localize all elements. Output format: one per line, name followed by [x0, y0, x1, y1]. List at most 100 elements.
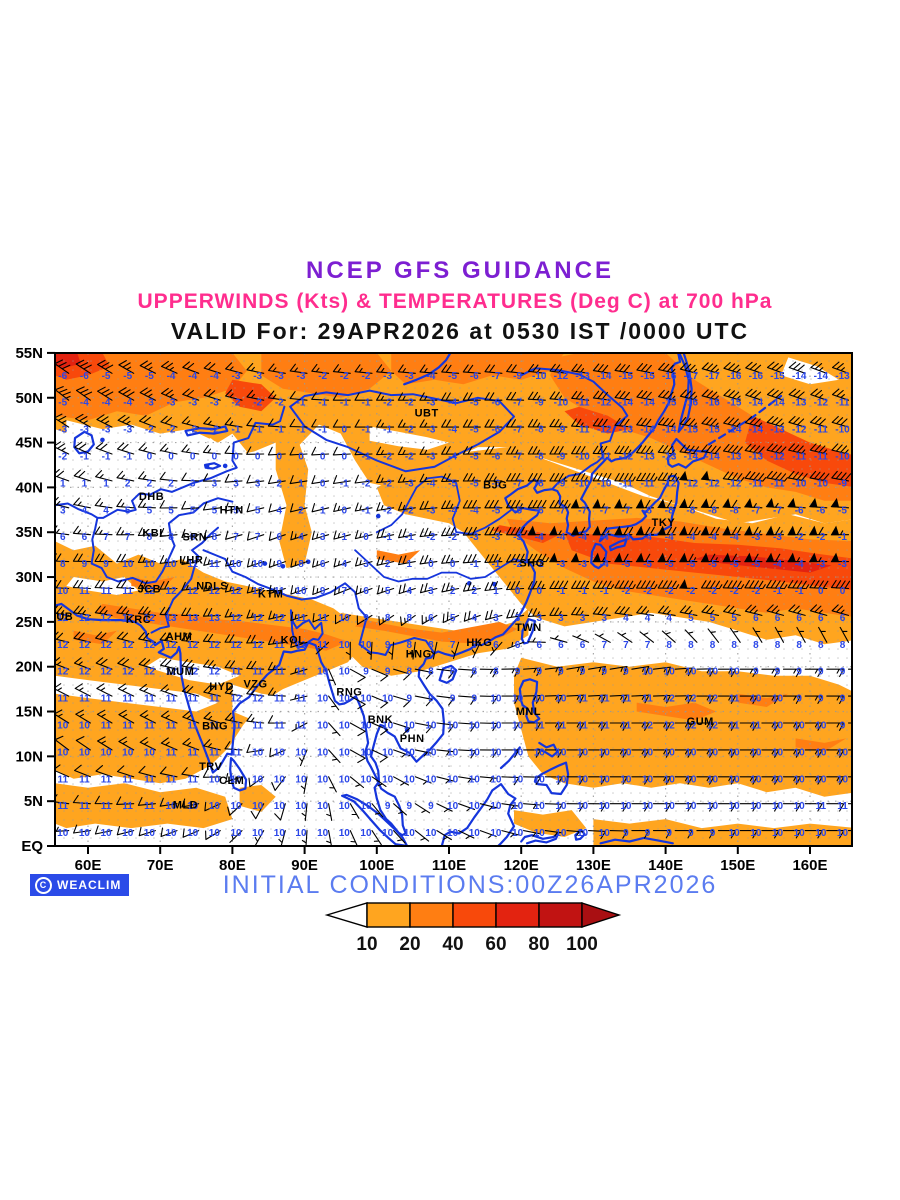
- svg-text:4: 4: [103, 505, 109, 516]
- svg-text:10: 10: [144, 828, 156, 839]
- svg-text:0: 0: [233, 452, 239, 463]
- svg-text:-13: -13: [619, 425, 634, 436]
- svg-text:10: 10: [425, 747, 437, 758]
- svg-text:2: 2: [147, 478, 153, 489]
- svg-text:-13: -13: [727, 452, 742, 463]
- svg-text:7: 7: [623, 640, 629, 651]
- svg-text:100E: 100E: [359, 857, 394, 874]
- svg-text:10: 10: [490, 774, 502, 785]
- svg-text:-2: -2: [58, 452, 67, 463]
- svg-text:-11: -11: [619, 478, 633, 489]
- svg-text:11: 11: [231, 667, 242, 678]
- svg-text:12: 12: [664, 694, 676, 705]
- svg-text:6: 6: [82, 532, 88, 543]
- svg-text:10: 10: [707, 774, 719, 785]
- svg-text:EQ: EQ: [21, 838, 43, 855]
- svg-text:6: 6: [818, 613, 824, 624]
- svg-text:11: 11: [57, 801, 68, 812]
- svg-text:10: 10: [230, 774, 242, 785]
- svg-text:-14: -14: [749, 398, 764, 409]
- svg-text:10: 10: [274, 747, 286, 758]
- weather-map: 10 10 10 10 10 10 10 10 10 10 10 10 10 10 10 10 10 10 10 10…: [15, 345, 853, 874]
- svg-text:10: 10: [252, 801, 264, 812]
- colorbar-segment: [452, 902, 497, 928]
- svg-text:11: 11: [317, 613, 328, 624]
- svg-text:10: 10: [339, 720, 351, 731]
- svg-text:-2: -2: [686, 586, 695, 597]
- svg-text:-2: -2: [448, 532, 457, 543]
- svg-text:0: 0: [363, 532, 369, 543]
- svg-text:8: 8: [753, 640, 759, 651]
- svg-text:-10: -10: [532, 371, 547, 382]
- svg-text:-3: -3: [556, 559, 565, 570]
- svg-text:-5: -5: [470, 478, 479, 489]
- wind-speed-colorbar: 10 20 40 60 80 100: [324, 902, 622, 955]
- svg-text:6: 6: [840, 613, 846, 624]
- svg-text:2: 2: [298, 505, 304, 516]
- svg-text:-2: -2: [275, 398, 284, 409]
- svg-text:-10: -10: [814, 478, 829, 489]
- svg-text:10: 10: [729, 828, 741, 839]
- svg-text:11: 11: [274, 667, 285, 678]
- svg-text:-11: -11: [814, 425, 828, 436]
- svg-text:150E: 150E: [720, 857, 755, 874]
- svg-text:-3: -3: [426, 425, 435, 436]
- svg-text:-6: -6: [80, 371, 89, 382]
- colorbar-left-arrow: [324, 902, 368, 928]
- svg-text:9: 9: [363, 613, 369, 624]
- svg-text:6: 6: [428, 613, 434, 624]
- svg-text:-5: -5: [621, 559, 630, 570]
- station-label-lhr: LHR: [179, 555, 203, 567]
- svg-text:-2: -2: [210, 425, 219, 436]
- svg-text:2: 2: [471, 586, 477, 597]
- svg-text:10: 10: [599, 828, 611, 839]
- svg-text:10: 10: [295, 774, 307, 785]
- svg-text:11: 11: [296, 613, 307, 624]
- svg-text:10: 10: [512, 801, 524, 812]
- svg-text:-4: -4: [188, 371, 197, 382]
- colorbar-segment: [538, 902, 583, 928]
- svg-text:-5: -5: [58, 398, 67, 409]
- colorbar-segment: [409, 902, 454, 928]
- svg-text:-8: -8: [535, 425, 544, 436]
- svg-text:-4: -4: [448, 452, 457, 463]
- svg-text:-7: -7: [513, 398, 522, 409]
- svg-text:-14: -14: [640, 425, 655, 436]
- station-label-phn: PHN: [400, 733, 425, 745]
- svg-text:11: 11: [816, 801, 827, 812]
- svg-text:-2: -2: [383, 398, 392, 409]
- svg-text:11: 11: [621, 694, 632, 705]
- colorbar-segment: [495, 902, 540, 928]
- svg-text:11: 11: [729, 720, 740, 731]
- svg-text:4: 4: [666, 613, 672, 624]
- chart-subtitle: UPPERWINDS (Kts) & TEMPERATURES (Deg C) …: [137, 290, 773, 313]
- svg-text:0: 0: [190, 452, 196, 463]
- svg-text:9: 9: [796, 667, 802, 678]
- svg-text:11: 11: [577, 720, 588, 731]
- svg-text:-1: -1: [556, 586, 565, 597]
- svg-text:-16: -16: [662, 371, 677, 382]
- svg-text:8: 8: [666, 640, 672, 651]
- svg-text:10: 10: [620, 747, 632, 758]
- svg-text:10: 10: [209, 774, 221, 785]
- station-label-shg: SHG: [519, 557, 544, 569]
- svg-text:3: 3: [428, 586, 434, 597]
- svg-text:-2: -2: [708, 586, 717, 597]
- svg-text:-2: -2: [643, 586, 652, 597]
- svg-text:11: 11: [231, 747, 242, 758]
- svg-text:-15: -15: [662, 398, 677, 409]
- wind-barbs-layer: [55, 359, 852, 846]
- svg-text:-6: -6: [58, 371, 67, 382]
- svg-text:-8: -8: [708, 505, 717, 516]
- svg-text:13: 13: [209, 613, 221, 624]
- svg-text:10: 10: [664, 801, 676, 812]
- svg-text:11: 11: [144, 774, 155, 785]
- svg-text:-8: -8: [535, 452, 544, 463]
- svg-text:8: 8: [168, 532, 174, 543]
- svg-text:5: 5: [233, 505, 239, 516]
- svg-text:-4: -4: [600, 559, 609, 570]
- svg-text:-4: -4: [123, 398, 132, 409]
- svg-text:-1: -1: [383, 532, 392, 543]
- svg-text:-5: -5: [448, 371, 457, 382]
